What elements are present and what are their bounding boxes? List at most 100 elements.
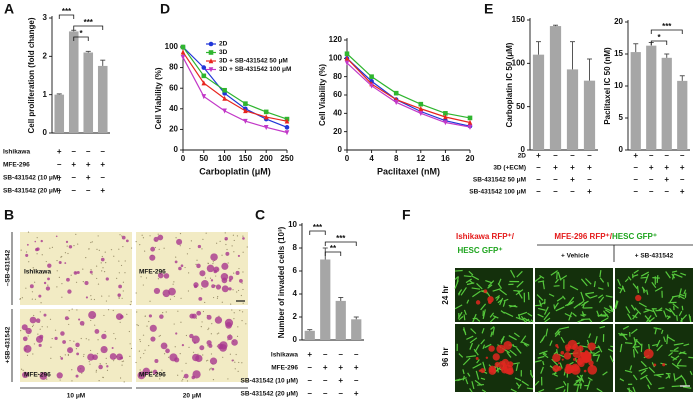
treatment-sign: – [536, 175, 541, 184]
cell [242, 237, 245, 240]
fibroblast [538, 300, 542, 308]
pore [40, 302, 42, 304]
cell [228, 287, 232, 291]
significance-label: * [657, 33, 661, 42]
pore [229, 353, 231, 355]
fibroblast [516, 280, 524, 288]
pore [66, 245, 68, 247]
treatment-sign: – [101, 173, 106, 182]
cell [55, 235, 58, 238]
pore [224, 232, 226, 234]
pore [41, 326, 43, 328]
fibroblast [627, 276, 632, 281]
legend-label: 3D + SB-431542 100 μM [219, 66, 291, 73]
treatment-sign: – [570, 187, 575, 196]
pore [73, 340, 75, 342]
pore [27, 335, 29, 337]
bar [646, 45, 657, 150]
fibroblast [598, 287, 604, 290]
pore [143, 352, 145, 355]
pore [173, 295, 175, 298]
fibroblast [583, 300, 589, 304]
pore [90, 241, 92, 244]
pore [107, 309, 110, 311]
fibroblast [592, 354, 600, 357]
pore [88, 361, 90, 363]
fibroblast [672, 355, 680, 361]
legend-label: 2D [219, 41, 228, 48]
cell [67, 347, 74, 354]
pore [119, 234, 121, 236]
data-point [369, 74, 374, 79]
fibroblast [492, 288, 501, 292]
data-point [263, 125, 269, 131]
pore [129, 303, 131, 306]
x-tick-label: 0 [345, 154, 350, 163]
fibroblast [553, 304, 556, 310]
cell [152, 369, 158, 375]
treatment-sign: – [57, 160, 62, 169]
cell [35, 335, 44, 343]
y-tick-label: 0 [43, 128, 48, 137]
pore [21, 368, 23, 370]
data-point [243, 101, 248, 106]
fibroblast [489, 315, 497, 323]
treatment-label: SB-431542 (20 μM) [241, 391, 298, 398]
fibroblast [567, 296, 575, 305]
pore [142, 237, 145, 239]
fibroblast [462, 369, 465, 375]
pore [26, 354, 29, 356]
bar [677, 80, 688, 150]
treatment-sign: – [536, 163, 541, 172]
pore [177, 374, 179, 376]
tumor-cell [583, 369, 587, 373]
y-tick-label: 20 [169, 125, 178, 134]
fibroblast [578, 300, 584, 306]
pore [236, 335, 239, 337]
tumor-cell [577, 345, 584, 352]
fibroblast [539, 274, 545, 279]
fibroblast [671, 270, 678, 273]
cell [77, 365, 85, 373]
cell [194, 284, 198, 289]
data-point [263, 109, 269, 115]
fibroblast [564, 300, 575, 307]
cell [195, 354, 203, 363]
treatment-label: SB-431542 (10 μM) [3, 175, 60, 182]
fibroblast [495, 295, 501, 299]
pore [25, 251, 28, 253]
bar [351, 319, 362, 340]
fibroblast [503, 311, 514, 318]
cell [174, 260, 178, 264]
pore [67, 353, 69, 356]
treatment-sign: + [587, 163, 592, 172]
pore [218, 332, 220, 334]
fibroblast [476, 283, 483, 290]
pore [31, 298, 33, 300]
pore [31, 291, 34, 293]
tumor-cell [480, 368, 486, 374]
treatment-sign: – [86, 186, 91, 195]
cell [56, 372, 63, 379]
pore [105, 357, 107, 359]
cell [231, 359, 234, 362]
pore [188, 346, 190, 348]
fibroblast [680, 272, 687, 276]
pore [242, 235, 244, 237]
y-tick-label: 120 [329, 35, 343, 44]
x-tick-label: 8 [394, 154, 399, 163]
pore [45, 260, 47, 263]
cell [219, 344, 227, 352]
pore [231, 309, 233, 311]
pore [221, 254, 223, 256]
cell [105, 277, 109, 281]
fibroblast [515, 382, 520, 387]
image-label: MFE-296 [139, 372, 166, 379]
fibroblast [466, 299, 470, 304]
pore [172, 283, 174, 285]
fibroblast [600, 317, 609, 323]
pore [105, 363, 107, 365]
pore [60, 256, 62, 258]
treatment-sign: – [101, 147, 106, 156]
